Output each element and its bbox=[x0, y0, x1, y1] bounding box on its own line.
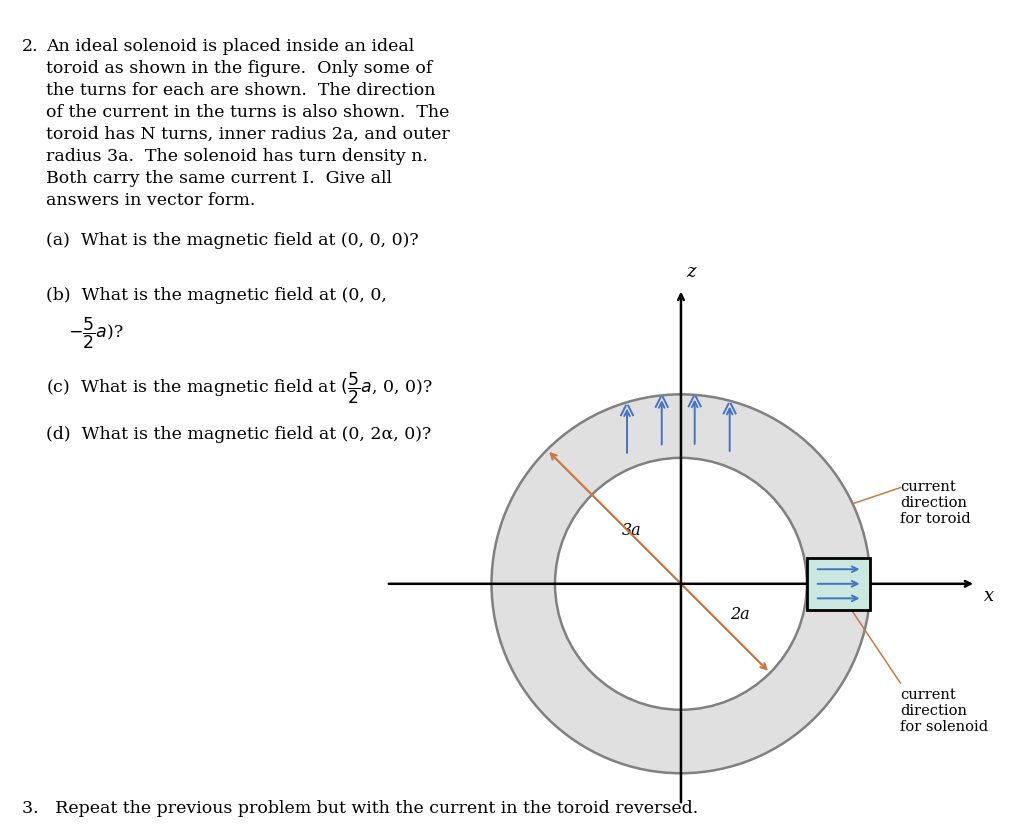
Text: (a)  What is the magnetic field at (0, 0, 0)?: (a) What is the magnetic field at (0, 0,… bbox=[46, 232, 419, 249]
Text: toroid has N turns, inner radius 2a, and outer: toroid has N turns, inner radius 2a, and… bbox=[46, 126, 450, 143]
Text: current
direction
for solenoid: current direction for solenoid bbox=[900, 688, 988, 734]
Text: $-\dfrac{5}{2}a$)?: $-\dfrac{5}{2}a$)? bbox=[68, 316, 124, 351]
Text: (c)  What is the magnetic field at $(\dfrac{5}{2}a$, 0, 0)?: (c) What is the magnetic field at $(\dfr… bbox=[46, 370, 433, 406]
Text: Both carry the same current I.  Give all: Both carry the same current I. Give all bbox=[46, 170, 392, 187]
Text: (b)  What is the magnetic field at (0, 0,: (b) What is the magnetic field at (0, 0, bbox=[46, 287, 387, 304]
Circle shape bbox=[492, 394, 870, 774]
Bar bbox=[807, 558, 870, 610]
Text: z: z bbox=[686, 263, 695, 281]
Text: the turns for each are shown.  The direction: the turns for each are shown. The direct… bbox=[46, 82, 435, 99]
Text: current
direction
for toroid: current direction for toroid bbox=[900, 480, 971, 526]
Text: 3a: 3a bbox=[622, 522, 642, 538]
Circle shape bbox=[555, 458, 807, 710]
Text: radius 3a.  The solenoid has turn density n.: radius 3a. The solenoid has turn density… bbox=[46, 148, 428, 165]
Text: toroid as shown in the figure.  Only some of: toroid as shown in the figure. Only some… bbox=[46, 60, 432, 77]
Text: of the current in the turns is also shown.  The: of the current in the turns is also show… bbox=[46, 104, 450, 121]
Text: (d)  What is the magnetic field at (0, 2α, 0)?: (d) What is the magnetic field at (0, 2α… bbox=[46, 426, 431, 443]
Text: 3.   Repeat the previous problem but with the current in the toroid reversed.: 3. Repeat the previous problem but with … bbox=[22, 800, 698, 817]
Text: An ideal solenoid is placed inside an ideal: An ideal solenoid is placed inside an id… bbox=[46, 38, 415, 55]
Text: 2a: 2a bbox=[730, 606, 751, 623]
Text: answers in vector form.: answers in vector form. bbox=[46, 192, 255, 209]
Text: 2.: 2. bbox=[22, 38, 39, 55]
Text: x: x bbox=[984, 587, 994, 605]
